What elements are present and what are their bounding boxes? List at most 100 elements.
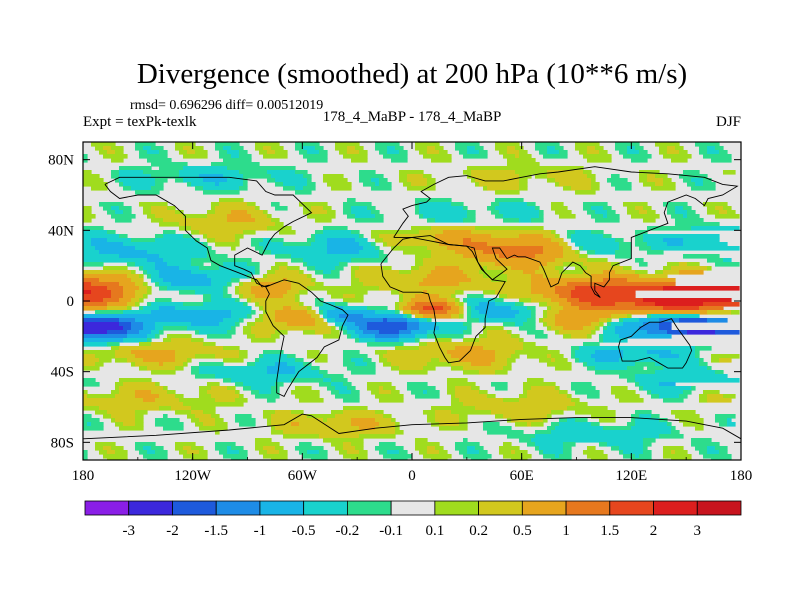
field-cell [683,178,692,183]
field-cell [427,446,436,451]
field-cell [179,150,188,155]
field-cell [107,150,116,155]
field-cell [467,210,476,215]
field-cell [695,354,700,359]
field-cell [727,422,736,427]
field-cell [447,350,496,355]
field-cell [591,422,600,427]
field-cell [555,178,592,183]
field-cell [315,282,324,287]
field-cell [335,446,344,451]
field-cell [155,398,180,403]
field-cell [119,206,132,211]
field-cell [291,390,320,395]
field-cell [195,414,212,419]
field-cell [83,274,128,279]
field-cell [235,418,256,423]
field-cell [555,290,572,295]
field-cell [83,174,100,179]
field-cell [559,422,592,427]
field-cell [419,450,428,455]
field-cell [179,398,216,403]
field-cell [455,250,484,255]
field-cell [163,234,184,239]
field-cell [307,286,380,291]
field-cell [467,326,472,331]
field-cell [647,210,656,215]
field-cell [499,294,508,299]
field-cell [527,330,544,335]
field-cell [143,306,160,311]
field-cell [267,178,276,183]
field-cell [215,146,224,151]
field-cell [131,350,176,355]
field-cell [263,146,272,151]
field-cell [267,170,296,175]
field-cell [351,458,368,460]
field-cell [459,398,504,403]
field-cell [703,154,732,159]
field-cell [355,270,400,275]
field-cell [239,170,268,175]
field-cell [83,154,88,159]
field-cell [143,170,180,175]
field-cell [479,338,520,343]
field-cell [207,234,236,239]
field-cell [223,262,248,267]
field-cell [263,350,284,355]
field-cell [535,446,540,451]
field-cell [315,318,324,323]
field-cell [499,202,528,207]
field-cell [155,234,164,239]
field-cell [399,302,408,307]
field-cell [655,302,704,307]
field-cell [487,314,516,319]
field-cell [691,386,696,391]
field-cell [343,454,368,459]
field-cell [531,290,556,295]
field-cell [667,422,672,427]
field-cell [83,314,232,319]
field-cell [323,230,352,235]
field-cell [219,202,248,207]
field-cell [503,414,548,419]
field-cell [655,174,668,179]
field-cell [655,270,664,275]
field-cell [339,314,364,319]
field-cell [223,146,232,151]
field-cell [243,382,276,387]
field-cell [399,178,408,183]
field-cell [355,274,428,279]
field-cell [583,342,600,347]
field-cell [423,366,436,371]
field-cell [643,182,656,187]
field-cell [383,386,396,391]
field-cell [671,426,676,431]
field-cell [243,230,256,235]
field-cell [379,254,388,259]
field-cell [203,190,240,195]
field-cell [455,142,480,147]
field-cell [279,266,288,271]
field-cell [439,450,448,455]
field-cell [151,186,164,191]
field-cell [555,358,568,363]
field-cell [367,362,376,367]
field-cell [371,186,392,191]
field-cell [483,250,544,255]
field-cell [699,398,708,403]
field-cell [551,306,564,311]
field-cell [419,318,428,323]
field-cell [223,378,232,383]
field-cell [699,394,708,399]
field-cell [155,262,168,267]
field-cell [591,330,596,335]
field-cell [547,306,552,311]
field-cell [243,302,248,307]
field-cell [95,362,104,367]
field-cell [503,398,520,403]
field-cell [639,170,660,175]
field-cell [543,418,548,423]
field-cell [235,398,248,403]
field-cell [247,322,256,327]
